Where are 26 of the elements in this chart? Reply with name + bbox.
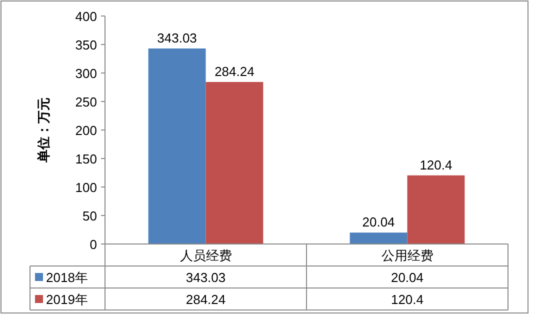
x-tick-label: 公用经费 bbox=[381, 248, 434, 263]
text: 343.03 bbox=[186, 270, 226, 285]
y-tick-label: 200 bbox=[75, 123, 97, 138]
y-tick-label: 350 bbox=[75, 38, 97, 52]
text: 120.4 bbox=[390, 292, 424, 307]
bar bbox=[350, 232, 408, 244]
legend-label: 2019年 bbox=[46, 292, 88, 307]
data-label: 120.4 bbox=[420, 157, 452, 172]
y-tick-label: 0 bbox=[90, 237, 97, 252]
bar bbox=[407, 175, 465, 244]
bar bbox=[148, 48, 206, 244]
text: 284.24 bbox=[186, 292, 226, 307]
legend-label: 2018年 bbox=[46, 270, 88, 285]
x-tick-label: 人员经费 bbox=[180, 248, 232, 263]
data-label: 284.24 bbox=[214, 64, 254, 79]
y-tick-label: 100 bbox=[75, 180, 97, 195]
text: 20.04 bbox=[390, 270, 424, 285]
y-axis-title: 单位：万元 bbox=[36, 98, 51, 164]
y-tick-label: 400 bbox=[75, 9, 97, 24]
data-label: 20.04 bbox=[362, 214, 395, 230]
y-tick-label: 250 bbox=[75, 94, 97, 110]
y-tick-label: 50 bbox=[82, 208, 97, 224]
y-tick-label: 300 bbox=[75, 66, 97, 81]
y-tick-label: 150 bbox=[75, 152, 97, 166]
data-label: 343.03 bbox=[157, 30, 197, 46]
bar bbox=[206, 82, 264, 244]
